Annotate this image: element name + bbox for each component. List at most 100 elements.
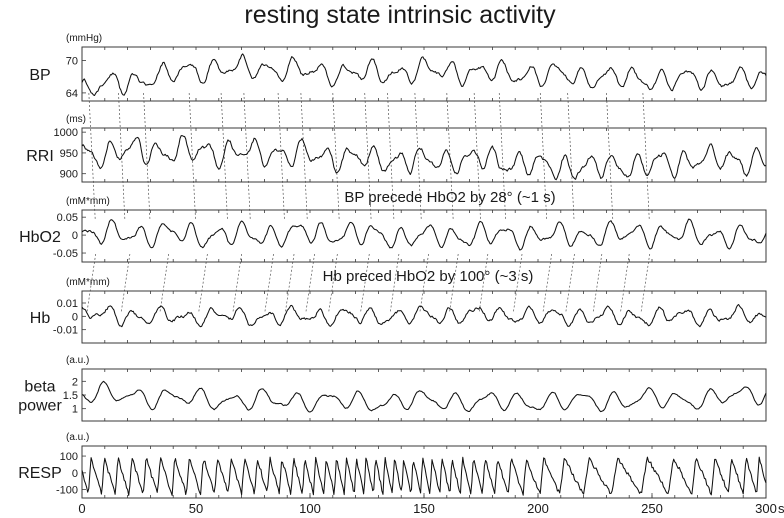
rri-y-tick-label: 1000	[54, 127, 78, 139]
hbo2-hb-lag-line	[159, 253, 169, 314]
chart-title: resting state intrinsic activity	[244, 1, 556, 29]
beta-y-tick-label: 1	[72, 404, 78, 416]
hbo2-y-tick-label: 0	[72, 230, 78, 242]
beta-panel-label: beta	[24, 379, 55, 396]
rri-trace	[81, 135, 767, 181]
x-tick-label: 200	[527, 501, 549, 516]
hbo2-hb-lag-line	[419, 253, 429, 314]
hbo2-trace	[81, 218, 767, 251]
hbo2-hb-lag-line	[305, 253, 315, 314]
bp-hbo2-lag-line	[446, 92, 454, 221]
bp-hbo2-lag-line	[88, 92, 96, 221]
rri-panel: (ms) 1000 950 900 RRI	[26, 114, 767, 183]
hbo2-unit-label: (mM*mm)	[66, 196, 110, 207]
rri-y-tick-label: 950	[60, 148, 78, 160]
resp-y-tick-label: -100	[56, 485, 78, 497]
resp-y-tick-label: 100	[60, 451, 78, 463]
bp-trace	[81, 53, 767, 97]
x-axis-unit: s	[778, 501, 784, 516]
hbo2-hb-lag-line	[232, 253, 242, 314]
bp-hbo2-lag-line	[567, 92, 575, 221]
bp-y-tick-label: 64	[66, 88, 78, 100]
bp-unit-label: (mmHg)	[66, 33, 102, 44]
x-tick-label: 150	[413, 501, 435, 516]
hbo2-hb-lag-line	[565, 253, 575, 314]
resp-trace	[81, 456, 767, 496]
bp-hbo2-lag-line	[642, 92, 650, 221]
bp-hbo2-lag-line	[498, 92, 506, 221]
hbo2-hb-lag-line	[512, 253, 523, 314]
bp-panel-label: BP	[29, 67, 50, 84]
hb-y-tick-label: 0	[72, 311, 78, 323]
resp-panel: (a.u.) 100 0 -100 RESP	[18, 432, 767, 499]
hbo2-hb-lag-line	[389, 253, 400, 314]
lag-guide-lines	[86, 92, 651, 314]
bp-hbo2-lag-line	[243, 92, 251, 221]
hbo2-hb-lag-line	[264, 253, 274, 314]
hbo2-hb-lag-line	[86, 253, 97, 314]
hbo2-hb-lag-line	[478, 253, 489, 314]
hbo2-y-tick-label: -0.05	[53, 248, 78, 260]
rri-unit-label: (ms)	[66, 114, 86, 125]
hb-trace	[81, 303, 767, 328]
beta-y-tick-label: 1.5	[63, 390, 78, 402]
x-tick-label: 250	[641, 501, 663, 516]
x-tick-label: 50	[189, 501, 203, 516]
hb-unit-label: (mM*mm)	[66, 277, 110, 288]
bp-hbo2-lag-line	[364, 92, 372, 221]
bp-hbo2-lag-annotation: BP precede HbO2 by 28° (~1 s)	[344, 189, 555, 206]
beta-panel: (a.u.) 2 1.5 1 beta power	[18, 355, 767, 422]
hbo2-hb-lag-line	[542, 253, 553, 314]
hbo2-hb-lag-line	[592, 253, 603, 314]
x-tick-label: 300	[755, 501, 777, 516]
bp-hbo2-lag-line	[332, 92, 340, 221]
hbo2-hb-lag-line	[640, 253, 651, 314]
beta-frame	[81, 368, 767, 422]
hb-panel-label: Hb	[30, 310, 51, 327]
x-tick-label: 0	[78, 501, 85, 516]
bp-hbo2-lag-line	[300, 92, 308, 221]
bp-hbo2-lag-line	[118, 92, 126, 221]
beta-trace	[81, 380, 767, 413]
hbo2-panel: (mM*mm) 0.05 0 -0.05 HbO2	[19, 196, 767, 263]
resp-panel-label: RESP	[18, 465, 62, 482]
bp-hbo2-lag-line	[606, 92, 614, 221]
bp-hbo2-lag-line	[188, 92, 196, 221]
bp-hbo2-lag-line	[220, 92, 228, 221]
x-axis: 0 50 100 150 200 250 300 s	[78, 493, 784, 516]
bp-frame	[81, 46, 767, 102]
hb-frame	[81, 290, 767, 344]
hb-hbo2-lag-annotation: Hb preced HbO2 by 100° (~3 s)	[323, 268, 534, 285]
hb-y-tick-label: -0.01	[53, 325, 78, 337]
bp-hbo2-lag-line	[539, 92, 548, 221]
hbo2-hb-lag-line	[360, 253, 370, 314]
rri-panel-label: RRI	[26, 148, 54, 165]
bp-hbo2-lag-line	[473, 92, 481, 221]
hbo2-hb-lag-line	[620, 253, 630, 314]
x-tick-label: 100	[299, 501, 321, 516]
hbo2-y-tick-label: 0.05	[57, 212, 78, 224]
hbo2-hb-lag-line	[449, 253, 459, 314]
bp-y-tick-label: 70	[66, 56, 78, 68]
bp-hbo2-lag-line	[277, 92, 285, 221]
beta-unit-label: (a.u.)	[66, 355, 89, 366]
beta-panel-label: power	[18, 398, 62, 415]
hbo2-hb-lag-line	[284, 253, 295, 314]
bp-panel: (mmHg) 70 64 BP	[29, 33, 767, 102]
hbo2-hb-lag-line	[198, 253, 208, 314]
signal-panels: (mmHg)7064BP(ms)1000950900RRI(mM*mm)0.05…	[18, 33, 767, 499]
beta-y-tick-label: 2	[72, 376, 78, 388]
hbo2-panel-label: HbO2	[19, 229, 61, 246]
rri-y-tick-label: 900	[60, 169, 78, 181]
bp-hbo2-lag-line	[387, 92, 395, 221]
resp-y-tick-label: 0	[72, 468, 78, 480]
bp-hbo2-lag-line	[414, 92, 422, 221]
hbo2-hb-lag-line	[120, 253, 131, 314]
hbo2-hb-lag-line	[328, 253, 338, 314]
bp-hbo2-lag-line	[143, 92, 151, 221]
hb-y-tick-label: 0.01	[57, 298, 78, 310]
resp-unit-label: (a.u.)	[66, 432, 89, 443]
hbo2-frame	[81, 209, 767, 263]
